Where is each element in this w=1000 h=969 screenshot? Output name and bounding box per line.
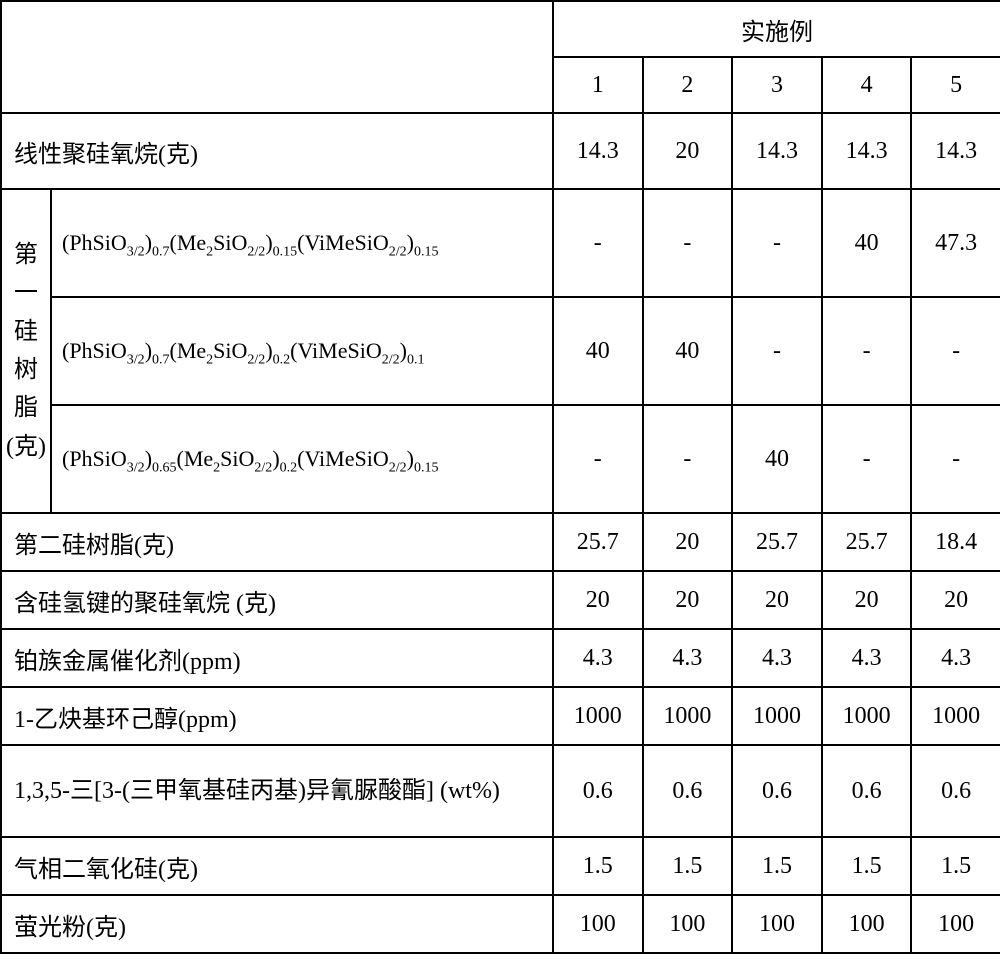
cell: - [911,297,1000,405]
cell: - [911,405,1000,513]
col-2: 2 [643,57,733,113]
cell: 4.3 [732,629,822,687]
cell: 4.3 [822,629,912,687]
cell: 40 [732,405,822,513]
cell: 0.6 [643,745,733,837]
row-ethynyl: 1-乙炔基环己醇(ppm) [1,687,553,745]
cell: 100 [553,895,643,953]
col-3: 3 [732,57,822,113]
col-5: 5 [911,57,1000,113]
row-fumed-silica: 气相二氧化硅(克) [1,837,553,895]
cell: 0.6 [553,745,643,837]
cell: 1.5 [553,837,643,895]
cell: 100 [822,895,912,953]
cell: - [643,189,733,297]
resin2-formula: (PhSiO3/2)0.7(Me2SiO2/2)0.2(ViMeSiO2/2)0… [51,297,553,405]
cell: 1000 [732,687,822,745]
cell: - [822,297,912,405]
cell: 1000 [553,687,643,745]
cell: - [643,405,733,513]
row-phosphor: 萤光粉(克) [1,895,553,953]
cell: 1.5 [911,837,1000,895]
cell: 4.3 [911,629,1000,687]
cell: 20 [643,513,733,571]
cell: - [822,405,912,513]
cell: 47.3 [911,189,1000,297]
col-1: 1 [553,57,643,113]
cell: - [553,405,643,513]
resin3-formula: (PhSiO3/2)0.65(Me2SiO2/2)0.2(ViMeSiO2/2)… [51,405,553,513]
cell: 25.7 [553,513,643,571]
cell: - [553,189,643,297]
cell: 20 [553,571,643,629]
cell: 20 [643,571,733,629]
cell: - [732,297,822,405]
header-group: 实施例 [553,1,1000,57]
cell: 25.7 [732,513,822,571]
cell: 1000 [643,687,733,745]
cell: 4.3 [553,629,643,687]
cell: 1.5 [732,837,822,895]
cell: 20 [911,571,1000,629]
cell: 0.6 [732,745,822,837]
row-sih-poly: 含硅氢键的聚硅氧烷 (克) [1,571,553,629]
cell: 0.6 [822,745,912,837]
cell: 1.5 [822,837,912,895]
cell: 14.3 [553,113,643,189]
cell: 14.3 [732,113,822,189]
cell: 100 [732,895,822,953]
row-pt-catalyst: 铂族金属催化剂(ppm) [1,629,553,687]
cell: 14.3 [911,113,1000,189]
cell: 40 [643,297,733,405]
col-4: 4 [822,57,912,113]
row-isocyanurate: 1,3,5-三[3-(三甲氧基硅丙基)异氰脲酸酯] (wt%) [1,745,553,837]
cell: 20 [822,571,912,629]
cell: 4.3 [643,629,733,687]
cell: 1000 [822,687,912,745]
resin1-formula: (PhSiO3/2)0.7(Me2SiO2/2)0.15(ViMeSiO2/2)… [51,189,553,297]
cell: 0.6 [911,745,1000,837]
row-second-resin: 第二硅树脂(克) [1,513,553,571]
cell: 20 [732,571,822,629]
first-resin-group-label: 第一硅树脂(克) [1,189,51,513]
cell: 100 [911,895,1000,953]
cell: 14.3 [822,113,912,189]
cell: 1000 [911,687,1000,745]
cell: 40 [553,297,643,405]
cell: 100 [643,895,733,953]
row-linear-label: 线性聚硅氧烷(克) [1,113,553,189]
cell: 18.4 [911,513,1000,571]
cell: 40 [822,189,912,297]
cell: - [732,189,822,297]
composition-table: 实施例 1 2 3 4 5 线性聚硅氧烷(克) 14.3 20 14.3 14.… [0,0,1000,954]
cell: 25.7 [822,513,912,571]
header-blank [1,1,553,113]
cell: 1.5 [643,837,733,895]
cell: 20 [643,113,733,189]
